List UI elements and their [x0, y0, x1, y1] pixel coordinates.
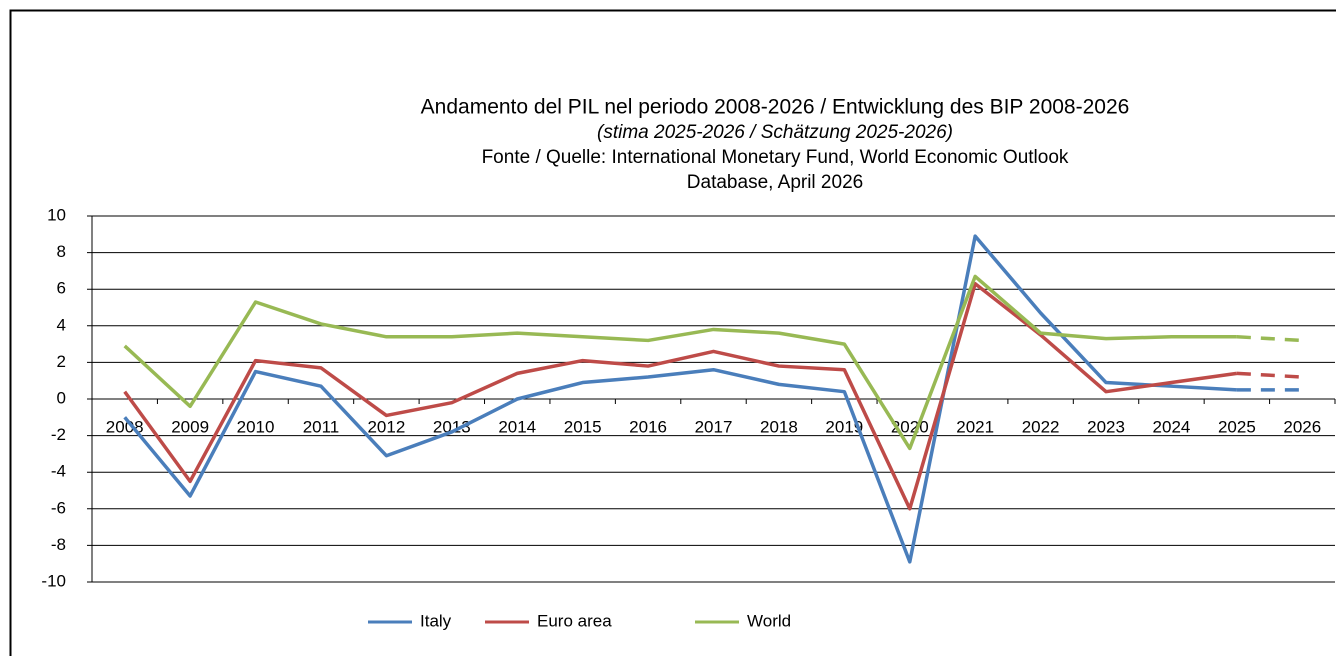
y-tick-label: 10: [47, 205, 66, 224]
x-tick-label: 2017: [695, 417, 733, 436]
x-tick-label: 2022: [1022, 417, 1060, 436]
x-tick-label: 2023: [1087, 417, 1125, 436]
x-tick-label: 2025: [1218, 417, 1256, 436]
chart-subtitle: (stima 2025-2026 / Schätzung 2025-2026): [597, 122, 953, 143]
x-tick-label: 2024: [1153, 417, 1191, 436]
series-line: [123, 274, 1237, 451]
x-tick-label: 2011: [303, 417, 340, 436]
y-tick-label: 8: [57, 242, 66, 261]
series-line: [123, 281, 1238, 511]
source: Database, April 2026: [687, 172, 863, 193]
legend-label: World: [747, 611, 791, 630]
y-tick-label: 2: [57, 352, 66, 371]
x-tick-label: 2010: [237, 417, 275, 436]
x-tick-label: 2026: [1283, 417, 1321, 436]
y-tick-label: -4: [51, 462, 66, 481]
chart-title: Andamento del PIL nel periodo 2008-2026 …: [421, 96, 1130, 119]
frame: [9, 9, 1336, 656]
x-tick-label: 2021: [956, 417, 994, 436]
x-tick-label: 2008: [106, 417, 144, 436]
y-tick-label: 0: [57, 388, 66, 407]
y-tick-label: -6: [51, 498, 66, 517]
series-line: [1236, 335, 1303, 343]
x-tick-label: 2019: [825, 417, 863, 436]
x-tick-label: 2014: [498, 417, 536, 436]
series-line: [123, 234, 1237, 564]
x-tick-label: 2016: [629, 417, 667, 436]
x-tick-label: 2018: [760, 417, 798, 436]
x-tick-label: 2013: [433, 417, 471, 436]
x-tick-label: 2012: [367, 417, 405, 436]
y-tick-label: -8: [51, 535, 66, 554]
y-tick-label: -10: [41, 571, 66, 590]
series-line: [1236, 371, 1303, 379]
x-tick-label: 2015: [564, 417, 602, 436]
y-tick-label: 4: [57, 315, 66, 334]
y-tick-label: -2: [51, 425, 66, 444]
y-tick-label: 6: [57, 279, 66, 298]
x-tick-label: 2009: [171, 417, 209, 436]
legend-label: Euro area: [537, 611, 612, 630]
legend-label: Italy: [420, 611, 452, 630]
source: Fonte / Quelle: International Monetary F…: [482, 147, 1069, 168]
